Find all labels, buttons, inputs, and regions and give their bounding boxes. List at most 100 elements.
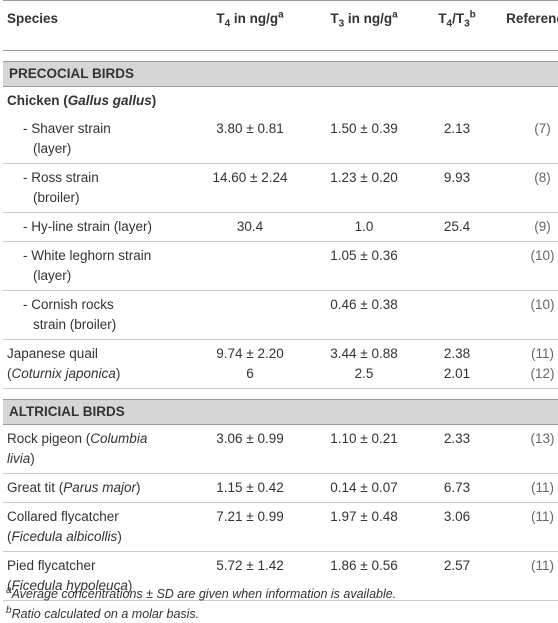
text: Species xyxy=(7,11,59,26)
text: References xyxy=(506,11,558,26)
data-row: Collared flycatcher (Ficedula albicollis)… xyxy=(3,502,558,552)
text-sub: 4 xyxy=(224,18,231,30)
ratio-cell: 9.93 xyxy=(424,163,490,213)
species-cell: - Ross strain (broiler) xyxy=(3,163,196,213)
text: - Shaver strain xyxy=(23,121,111,136)
ref-value: (10) xyxy=(530,248,555,263)
text-italic: Parus major xyxy=(63,480,137,495)
t3-value: 1.50 ± 0.39 xyxy=(330,121,398,136)
ratio-value: 6.73 xyxy=(443,480,471,495)
ref-cell: (8) xyxy=(490,163,558,213)
species-cell: - Shaver strain (layer) xyxy=(3,115,196,164)
ratio-cell: 3.06 xyxy=(424,502,490,552)
text: ) xyxy=(127,578,133,593)
species-cell: Pied flycatcher (Ficedula hypoleuca) xyxy=(3,551,196,601)
text: - Hy-line strain (layer) xyxy=(23,219,153,234)
t3-cell: 1.86 ± 0.56 xyxy=(304,551,424,601)
ref-value: (11) xyxy=(530,509,554,524)
text-italic: Coturnix japonica xyxy=(11,366,116,381)
text: Ratio calculated on a molar basis. xyxy=(11,607,200,621)
ref-cell: (10) xyxy=(490,290,558,340)
species-line: (broiler) xyxy=(33,188,192,208)
data-row: Rock pigeon (Columbia livia) 3.06 ± 0.99 1.… xyxy=(3,424,558,474)
t4-cell: 7.21 ± 0.99 xyxy=(196,502,304,552)
text: T xyxy=(438,11,447,26)
text: ( xyxy=(7,578,12,593)
t3-cell: 1.23 ± 0.20 xyxy=(304,163,424,213)
text-italic: livia xyxy=(7,451,31,466)
species-cell: - White leghorn strain (layer) xyxy=(3,241,196,291)
text-italic: Gallus gallus xyxy=(67,93,152,108)
t3-value: 0.14 ± 0.07 xyxy=(330,480,398,495)
ratio-cell: 2.13 xyxy=(424,115,490,164)
t4-cell: 1.15 ± 0.42 xyxy=(196,473,304,503)
ratio-cell: 2.38 2.01 xyxy=(424,339,490,389)
text: in ng/g xyxy=(344,11,393,26)
text-italic: Ficedula albicollis xyxy=(11,529,118,544)
species-line: (layer) xyxy=(33,266,192,286)
t4-cell: 5.72 ± 1.42 xyxy=(196,551,304,601)
text: Pied flycatcher xyxy=(7,558,96,573)
text: strain (broiler) xyxy=(33,317,117,332)
ratio-cell: 2.33 xyxy=(424,424,490,474)
ratio-value: 25.4 xyxy=(443,219,471,234)
t4-cell xyxy=(196,241,304,291)
t3-cell: 0.46 ± 0.38 xyxy=(304,290,424,340)
text: Japanese quail xyxy=(7,346,98,361)
text: T xyxy=(216,11,225,26)
t3-cell: 1.05 ± 0.36 xyxy=(304,241,424,291)
ref-value: (13) xyxy=(530,431,555,446)
species-line: - Shaver strain xyxy=(23,119,192,139)
text: (layer) xyxy=(33,268,72,283)
species-cell: Rock pigeon (Columbia livia) xyxy=(3,424,196,474)
ratio-cell: 6.73 xyxy=(424,473,490,503)
species-line: strain (broiler) xyxy=(33,315,192,335)
t3-value: 1.97 ± 0.48 xyxy=(330,509,398,524)
t4-value: 9.74 ± 2.20 xyxy=(216,346,284,361)
species-cell: - Hy-line strain (layer) xyxy=(3,212,196,242)
ref-value: (11) xyxy=(530,346,554,361)
t3-value: 0.46 ± 0.38 xyxy=(330,297,398,312)
ref-cell: (11) xyxy=(490,473,558,503)
t4-value: 3.80 ± 0.81 xyxy=(216,121,284,136)
t3-value: 3.44 ± 0.88 xyxy=(330,346,398,361)
header-cell: Species xyxy=(3,0,196,51)
text: - Cornish rocks xyxy=(23,297,114,312)
data-row: - Shaver strain (layer) 3.80 ± 0.81 1.50 ± … xyxy=(3,115,558,164)
t3-value: 1.05 ± 0.36 xyxy=(330,248,398,263)
text: ( xyxy=(7,366,12,381)
text: Rock pigeon ( xyxy=(7,431,91,446)
t3-cell: 3.44 ± 0.88 2.5 xyxy=(304,339,424,389)
text-sub: 3 xyxy=(464,18,470,30)
header-row: Species T4 in ng/ga T3 in ng/ga T4/T3b Refer… xyxy=(3,0,558,51)
spacer-row xyxy=(3,389,558,400)
text: ) xyxy=(115,366,121,381)
text: Great tit ( xyxy=(7,480,64,495)
ref-value: (7) xyxy=(534,121,551,136)
ref-cell: (10) xyxy=(490,241,558,291)
ref-cell: (13) xyxy=(490,424,558,474)
text: /T xyxy=(452,11,465,26)
ratio-value: 2.13 xyxy=(443,121,471,136)
ref-value: (9) xyxy=(534,219,551,234)
t4-cell xyxy=(196,290,304,340)
ratio-value: 9.93 xyxy=(443,170,471,185)
section-row: PRECOCIAL BIRDS xyxy=(3,61,558,87)
text-sub: 4 xyxy=(446,18,453,30)
ref-cell: (7) xyxy=(490,115,558,164)
header-cell: T4/T3b xyxy=(424,0,490,51)
ratio-value: 3.06 xyxy=(443,509,471,524)
section-title: ALTRICIAL BIRDS xyxy=(3,399,558,425)
t4-value: 14.60 ± 2.24 xyxy=(212,170,288,185)
ref-value: (11) xyxy=(530,480,554,495)
section-title: PRECOCIAL BIRDS xyxy=(3,61,558,87)
data-row: Japanese quail (Coturnix japonica) 9.74 ± … xyxy=(3,339,558,389)
species-line: (Ficedula albicollis) xyxy=(7,527,192,547)
group-row: Chicken (Gallus gallus) xyxy=(3,87,558,116)
ref-cell: (11) (12) xyxy=(490,339,558,389)
species-cell: Collared flycatcher (Ficedula albicollis) xyxy=(3,502,196,552)
footnote: aAverage concentrations ± SD are given w… xyxy=(6,584,396,604)
species-cell: - Cornish rocks strain (broiler) xyxy=(3,290,196,340)
t3-value: 1.23 ± 0.20 xyxy=(330,170,398,185)
